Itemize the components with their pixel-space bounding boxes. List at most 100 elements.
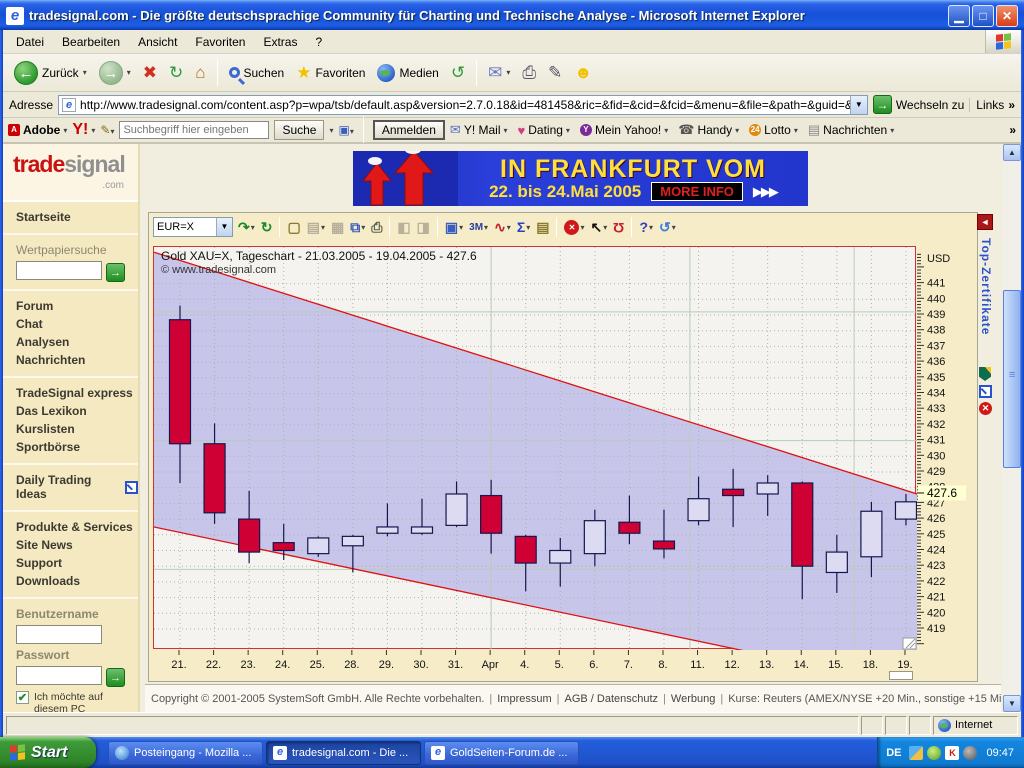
menu-item-help[interactable]: ? <box>315 34 323 49</box>
sidebar-item-daslexikon[interactable]: Das Lexikon <box>16 404 87 418</box>
window-layout-icon[interactable]: ▣ ▾ <box>444 218 464 235</box>
sidebar-item-startseite[interactable]: Startseite <box>16 210 71 224</box>
login-go-button[interactable]: → <box>106 667 125 687</box>
language-indicator[interactable]: DE <box>886 746 902 759</box>
new-chart-icon[interactable]: ▢ <box>287 218 301 235</box>
scroll-up-icon[interactable]: ▲ <box>1003 144 1021 161</box>
menu-item-datei[interactable]: Datei <box>16 34 45 49</box>
sidebar-item-tradesignalexpress[interactable]: TradeSignal express <box>16 386 133 400</box>
print-chart-icon[interactable]: ⎙ <box>371 218 383 235</box>
forward-button[interactable]: → ▾ <box>94 58 136 88</box>
sidebar-item-sitenews[interactable]: Site News <box>16 538 73 552</box>
tray-messenger-icon[interactable] <box>909 745 924 760</box>
yahoo-menu[interactable]: Y! ▾ <box>72 121 96 138</box>
chart-plot-area[interactable] <box>153 246 917 650</box>
back-button[interactable]: ← Zurück ▾ <box>9 58 92 88</box>
timeframe-icon[interactable]: 3M ▾ <box>469 221 489 233</box>
lotto-item[interactable]: 24 Lotto ▾ <box>749 123 798 137</box>
stop-nav-button[interactable]: ✖ <box>138 61 162 84</box>
pencil-icon[interactable]: ✎▾ <box>100 123 115 137</box>
top-zertifikate-label[interactable]: Top-Zertifikate <box>979 238 993 336</box>
tray-kaspersky-icon[interactable]: K <box>945 745 960 760</box>
tray-update-icon[interactable] <box>963 745 978 760</box>
overflow-chevron-icon[interactable]: » <box>1009 123 1016 137</box>
sidebar-item-forum[interactable]: Forum <box>16 299 54 313</box>
stay-logged-in-checkbox[interactable]: ✔ <box>16 691 29 704</box>
search-dropdown-icon[interactable]: ▾ <box>329 125 334 135</box>
username-field[interactable] <box>16 625 102 644</box>
task-button-goldseitenforumde[interactable]: e GoldSeiten-Forum.de ... <box>424 740 579 765</box>
sidebar-item-sportbrse[interactable]: Sportbörse <box>16 440 81 454</box>
indicator-icon[interactable]: ∿ ▾ <box>494 218 511 235</box>
vertical-scrollbar[interactable]: ▲ ▼ <box>1003 144 1021 712</box>
menu-item-bearbeiten[interactable]: Bearbeiten <box>62 34 121 49</box>
footer-link-agbdatenschutz[interactable]: AGB / Datenschutz <box>564 692 659 705</box>
hsbc-icon[interactable]: ✕ <box>979 402 992 415</box>
sidebar-item-dailytradingideas[interactable]: Daily Trading Ideas <box>16 471 138 503</box>
go-button[interactable]: → Wechseln zu <box>872 95 964 114</box>
mail-button[interactable]: ✉ ▾ <box>483 61 515 84</box>
search-button[interactable]: Suchen <box>224 63 290 83</box>
media-button[interactable]: Medien <box>372 61 443 85</box>
sidebar-item-chat[interactable]: Chat <box>16 317 43 331</box>
menu-item-extras[interactable]: Extras <box>263 34 298 49</box>
links-menu[interactable]: Links » <box>969 97 1015 112</box>
sidebar-item-nachrichten[interactable]: Nachrichten <box>16 353 86 367</box>
stop-icon[interactable]: ✕ ▾ <box>562 219 586 236</box>
symbol-go-icon[interactable]: ↷ ▾ <box>238 218 255 235</box>
copy-icon[interactable]: ⧉ ▾ <box>350 218 366 235</box>
tray-antivirus-icon[interactable] <box>927 745 942 760</box>
address-dropdown-icon[interactable]: ▼ <box>849 95 867 114</box>
minimize-button[interactable]: ▁ <box>948 4 970 27</box>
yahoo-search-input[interactable] <box>119 121 270 139</box>
sidebar-item-produkteservices[interactable]: Produkte & Services <box>16 520 133 534</box>
yahoo-search-button[interactable]: Suche <box>274 120 325 140</box>
footer-link-impressum[interactable]: Impressum <box>497 692 552 705</box>
adobe-menu[interactable]: A Adobe ▾ <box>8 123 67 137</box>
magnet-icon[interactable]: Ω <box>613 219 625 236</box>
wertpapiersuche-input[interactable] <box>16 261 102 280</box>
start-button[interactable]: Start <box>0 737 96 768</box>
horizontal-scroll-thumb[interactable] <box>889 671 913 680</box>
symbol-dropdown-icon[interactable]: ▼ <box>216 218 232 236</box>
mein-yahoo-item[interactable]: Y Mein Yahoo! ▾ <box>579 123 668 137</box>
sidebar-item-support[interactable]: Support <box>16 556 62 570</box>
messenger-button[interactable]: ☻ <box>569 61 597 84</box>
highlight-icon[interactable]: ▣▾ <box>338 123 354 137</box>
close-button[interactable]: ✕ <box>996 4 1018 27</box>
tradesignal-logo[interactable]: tradesignal .com <box>3 144 138 202</box>
maximize-button[interactable]: □ <box>972 4 994 27</box>
help-icon[interactable]: ? ▾ <box>639 218 654 235</box>
password-field[interactable] <box>16 666 102 685</box>
home-button[interactable]: ⌂ <box>190 61 210 84</box>
collapse-button[interactable]: ◄ <box>977 214 993 230</box>
strategy-icon[interactable]: Σ ▾ <box>516 218 531 235</box>
sidebar-item-kurslisten[interactable]: Kurslisten <box>16 422 75 436</box>
abn-amro-icon[interactable] <box>979 367 991 381</box>
login-button[interactable]: Anmelden <box>372 120 445 140</box>
address-input[interactable]: e http://www.tradesignal.com/content.asp… <box>58 94 868 115</box>
chart-refresh-icon[interactable]: ↻ <box>260 218 273 235</box>
sidebar-item-analysen[interactable]: Analysen <box>16 335 70 349</box>
ad-banner[interactable]: IN FRANKFURT VOM 22. bis 24.Mai 2005 MOR… <box>353 151 808 206</box>
dating-item[interactable]: ♥ Dating ▾ <box>517 122 570 138</box>
history-button[interactable]: ↺ <box>446 61 470 84</box>
scroll-thumb[interactable] <box>1003 290 1021 468</box>
yahoo-mail-item[interactable]: ✉ Y! Mail ▾ <box>449 122 508 137</box>
sidebar-item-downloads[interactable]: Downloads <box>16 574 81 588</box>
task-button-posteingangmozilla[interactable]: Posteingang - Mozilla ... <box>108 740 263 765</box>
favorites-button[interactable]: ★ Favoriten <box>296 63 366 82</box>
edit-button[interactable]: ✎ <box>543 61 567 84</box>
wertpapiersuche-go-button[interactable]: → <box>106 262 125 282</box>
print-button[interactable]: ⎙ <box>517 61 541 84</box>
scroll-down-icon[interactable]: ▼ <box>1003 695 1021 712</box>
menu-item-favoriten[interactable]: Favoriten <box>195 34 246 49</box>
properties-icon[interactable]: ▤ <box>536 218 550 235</box>
footer-link-werbung[interactable]: Werbung <box>670 692 716 705</box>
task-button-tradesignalcomdie[interactable]: e tradesignal.com - Die ... <box>266 740 421 765</box>
cursor-icon[interactable]: ↖ ▾ <box>590 218 608 235</box>
symbol-select[interactable]: EUR=X ▼ <box>153 217 233 237</box>
daily-trading-icon[interactable] <box>979 385 992 398</box>
handy-item[interactable]: ☎ Handy ▾ <box>678 122 740 137</box>
nachrichten-item[interactable]: ▤ Nachrichten ▾ <box>807 122 895 137</box>
